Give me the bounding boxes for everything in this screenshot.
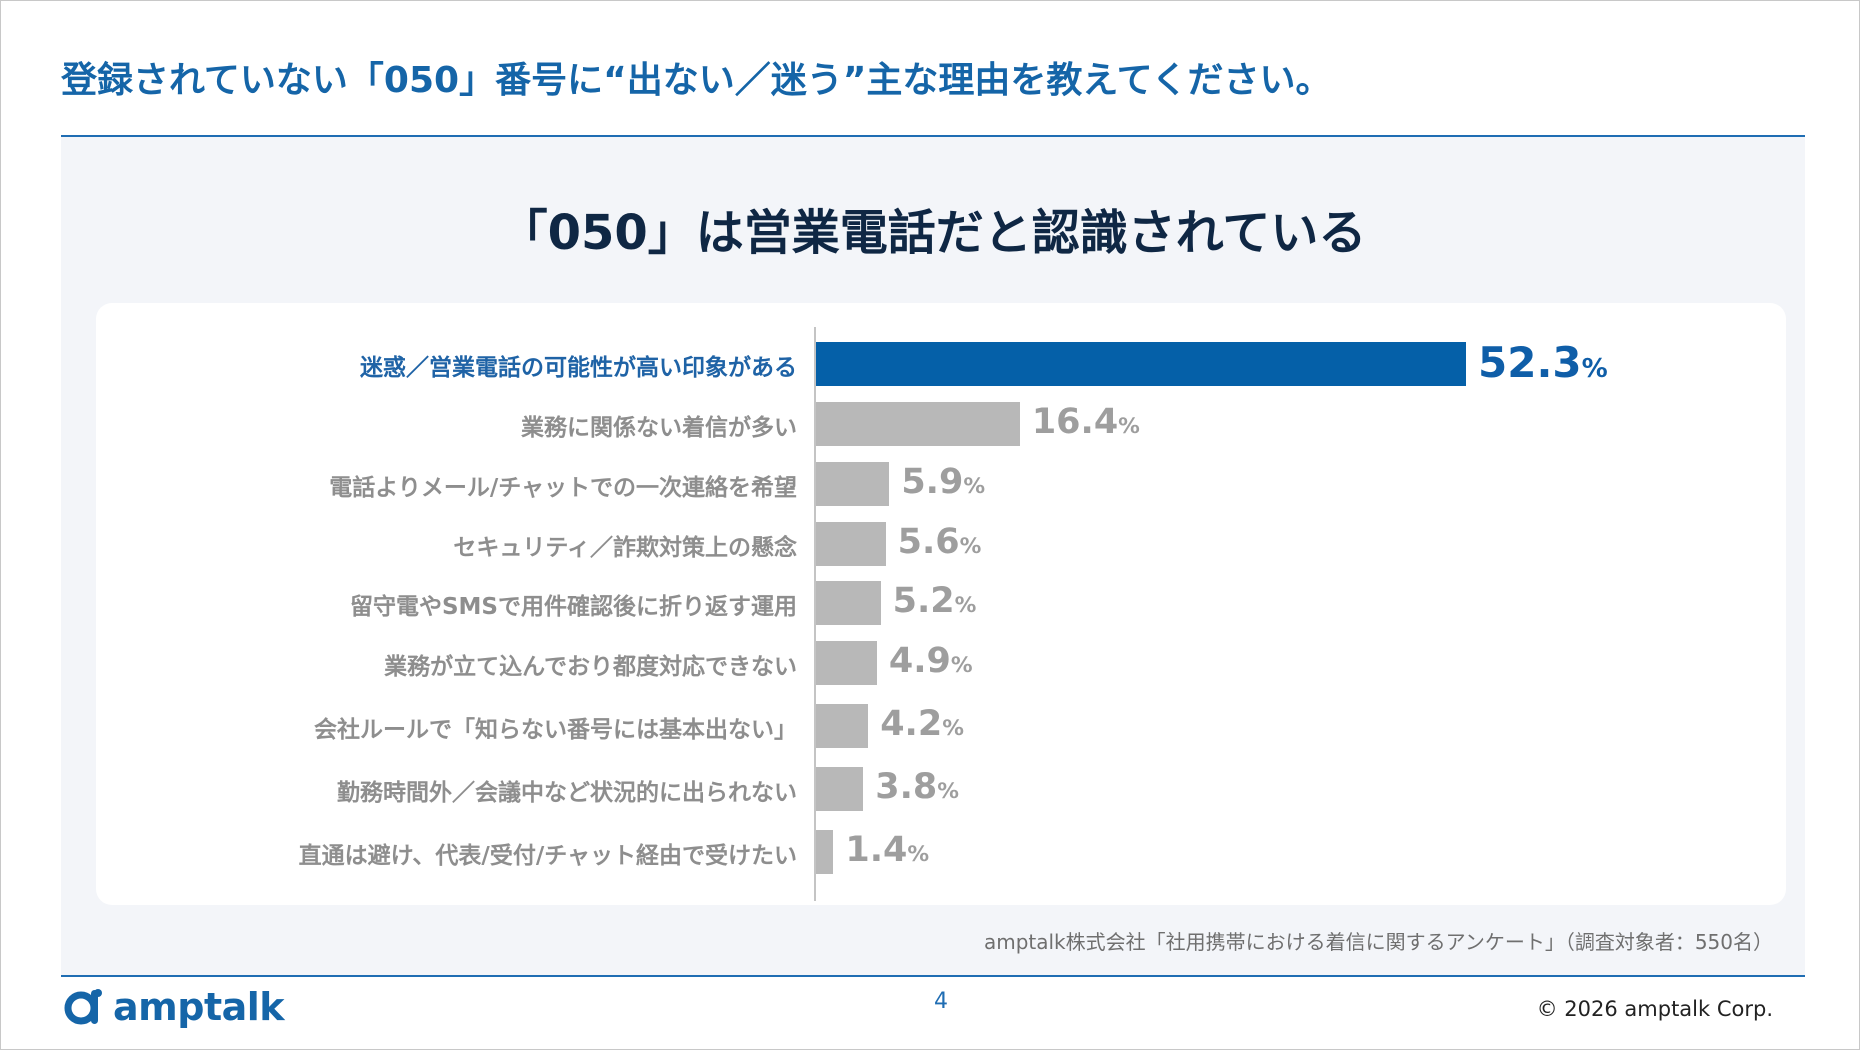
value-label: 3.8% xyxy=(875,767,959,807)
chart-axis-line xyxy=(814,327,816,901)
value-number: 3.8 xyxy=(875,767,938,808)
category-label: 勤務時間外／会議中など状況的に出られない xyxy=(337,780,797,806)
amptalk-logo-icon xyxy=(64,989,102,1025)
category-label: 留守電やSMSで用件確認後に折り返す運用 xyxy=(349,594,797,620)
value-label: 5.9% xyxy=(901,462,985,502)
source-note: amptalk株式会社「社用携帯における着信に関するアンケート」（調査対象者：5… xyxy=(983,930,1773,954)
value-unit: % xyxy=(963,474,986,500)
value-label: 16.4% xyxy=(1032,402,1140,442)
bar xyxy=(816,462,890,506)
bar xyxy=(816,581,881,625)
value-unit: % xyxy=(954,593,977,619)
copyright: © 2026 amptalk Corp. xyxy=(1536,997,1773,1021)
category-label: 電話よりメール/チャットでの一次連絡を希望 xyxy=(329,475,797,501)
footer-divider xyxy=(61,975,1805,977)
value-unit: % xyxy=(907,842,930,868)
value-number: 52.3 xyxy=(1478,337,1582,387)
content-panel: 「050」は営業電話だと認識されている xyxy=(61,137,1805,975)
chart-headline: 「050」は営業電話だと認識されている xyxy=(499,205,1367,261)
bar xyxy=(816,522,886,566)
value-label: 1.4% xyxy=(845,830,929,870)
category-label: 業務に関係ない着信が多い xyxy=(521,415,797,441)
slide-title: 登録されていない「050」番号に“出ない／迷う”主な理由を教えてください。 xyxy=(61,60,1332,101)
value-label: 4.9% xyxy=(889,641,973,681)
value-label: 52.3% xyxy=(1478,338,1608,387)
category-label: 業務が立て込んでおり都度対応できない xyxy=(384,654,797,680)
value-unit: % xyxy=(942,716,964,742)
value-number: 5.9 xyxy=(901,462,964,503)
bar xyxy=(816,704,869,748)
bar xyxy=(816,641,877,685)
logo-text: amptalk xyxy=(113,985,285,1029)
bar xyxy=(816,342,1466,386)
category-label: 迷惑／営業電話の可能性が高い印象がある xyxy=(360,355,797,381)
page-number: 4 xyxy=(934,989,948,1014)
value-number: 1.4 xyxy=(845,830,908,871)
category-label: 直通は避け、代表/受付/チャット経由で受けたい xyxy=(298,843,797,869)
value-number: 4.2 xyxy=(880,704,943,745)
value-unit: % xyxy=(959,534,982,560)
value-unit: % xyxy=(937,779,959,805)
category-label: セキュリティ／詐欺対策上の懸念 xyxy=(453,535,797,561)
value-number: 4.9 xyxy=(888,641,951,682)
category-label: 会社ルールで「知らない番号には基本出ない」 xyxy=(314,717,797,743)
value-label: 5.6% xyxy=(898,522,982,562)
title-divider xyxy=(61,135,1805,137)
value-number: 16.4 xyxy=(1031,402,1119,443)
value-unit: % xyxy=(950,653,973,679)
value-unit: % xyxy=(1118,414,1140,440)
value-number: 5.2 xyxy=(892,581,955,622)
value-unit: % xyxy=(1581,353,1608,384)
bar xyxy=(816,767,864,811)
value-label: 4.2% xyxy=(880,704,964,744)
bar xyxy=(816,830,834,874)
value-label: 5.2% xyxy=(893,581,977,621)
amptalk-logo: amptalk xyxy=(61,984,285,1030)
bar xyxy=(816,402,1020,446)
value-number: 5.6 xyxy=(897,522,960,563)
